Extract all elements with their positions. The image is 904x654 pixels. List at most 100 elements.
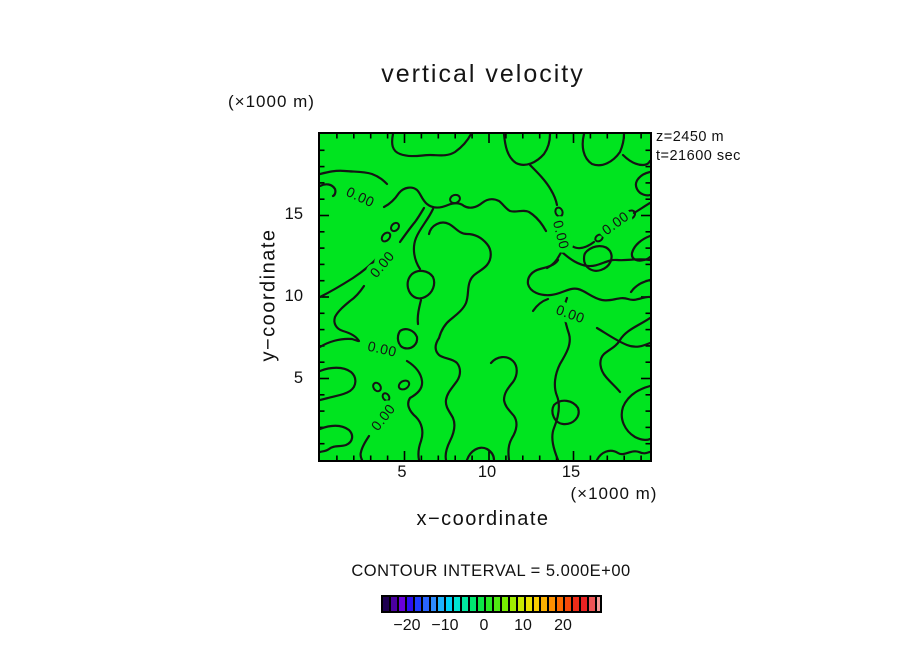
- x-axis-unit-label: (×1000 m): [570, 484, 658, 503]
- contour-line: [320, 424, 354, 454]
- x-tick-label-15: 15: [561, 463, 581, 481]
- colorbar-cell: [485, 597, 492, 611]
- contour-line: [595, 326, 650, 348]
- colorbar-cell: [462, 597, 469, 611]
- colorbar-cell: [438, 597, 445, 611]
- colorbar-cell: [596, 597, 601, 611]
- contour-closed-loop: [397, 379, 411, 391]
- y-tick-label-5: 5: [293, 369, 303, 387]
- contour-line: [320, 255, 380, 299]
- colorbar-cell: [525, 597, 532, 611]
- contour-line: [412, 207, 435, 271]
- y-axis-unit-label: (×1000 m): [228, 92, 315, 111]
- y-tick-label-10: 10: [284, 287, 303, 305]
- colorbar-cell: [573, 597, 580, 611]
- colorbar-cell: [446, 597, 453, 611]
- colorbar-cell: [493, 597, 500, 611]
- contour-line: [599, 316, 650, 394]
- level-annotations: z=2450 m t=21600 sec: [656, 128, 741, 166]
- colorbar-tick-label: −20: [393, 617, 421, 634]
- y-tick-label-15: 15: [284, 205, 303, 223]
- contour-line: [629, 278, 650, 294]
- contour-plot-area: 0.00 0.00 0.00 0.00 0.00 0.00 0.00: [318, 132, 652, 462]
- contour-line: [551, 296, 571, 460]
- colorbar-cell: [470, 597, 477, 611]
- colorbar-cell: [533, 597, 540, 611]
- contour-line: [406, 269, 436, 300]
- contour-line: [359, 434, 371, 460]
- contour-line: [333, 284, 366, 343]
- contour-interval-note: CONTOUR INTERVAL = 5.000E+00: [351, 562, 631, 580]
- chart-title: vertical velocity: [381, 60, 585, 88]
- contour-line: [561, 251, 650, 268]
- contour-closed-loop: [390, 221, 400, 233]
- contour-closed-loop: [623, 209, 637, 221]
- colorbar-cell: [430, 597, 437, 611]
- colorbar-cell: [414, 597, 421, 611]
- contour-line: [382, 186, 548, 233]
- contour-line: [581, 134, 626, 167]
- colorbar-cell: [541, 597, 548, 611]
- colorbar-cell: [588, 597, 595, 611]
- colorbar-cell: [565, 597, 572, 611]
- contour-line: [320, 169, 389, 186]
- colorbar-cell: [557, 597, 564, 611]
- contour-line: [320, 366, 357, 402]
- contour-closed-loop: [381, 392, 391, 402]
- colorbar-cell: [398, 597, 405, 611]
- contour-closed-loop: [372, 381, 382, 393]
- contour-closed-loop: [602, 225, 614, 235]
- colorbar-cell: [478, 597, 484, 611]
- contour-closed-loop: [449, 193, 461, 205]
- contour-line: [398, 206, 426, 244]
- contour-line: [551, 399, 580, 426]
- y-axis-title: y−coordinate: [257, 228, 280, 362]
- colorbar-cell: [509, 597, 516, 611]
- x-axis-title: x−coordinate: [416, 508, 550, 530]
- colorbar-cell: [454, 597, 461, 611]
- colorbar-cell: [549, 597, 556, 611]
- x-tick-label-10: 10: [477, 463, 497, 481]
- contour-closed-loop: [554, 206, 564, 218]
- contour-line: [396, 328, 419, 350]
- contour-closed-loop: [594, 233, 604, 243]
- contour-line: [427, 221, 492, 340]
- contour-line: [465, 446, 496, 460]
- contour-line: [545, 240, 596, 270]
- colorbar-cell: [383, 597, 389, 611]
- contour-line: [416, 298, 423, 326]
- contour-line: [528, 163, 559, 207]
- x-tick-label-5: 5: [397, 463, 407, 481]
- colorbar-tick-label: 0: [479, 617, 489, 634]
- colorbar: [381, 595, 602, 613]
- contour-closed-loop: [380, 231, 392, 243]
- contour-line: [595, 449, 650, 460]
- contour-line: [630, 234, 650, 262]
- contour-line: [434, 336, 462, 460]
- contour-line: [621, 153, 650, 167]
- colorbar-tick-label: 20: [554, 617, 572, 634]
- colorbar-cell: [581, 597, 587, 611]
- colorbar-cell: [517, 597, 524, 611]
- contour-line: [620, 384, 650, 441]
- contour-line: [320, 183, 337, 198]
- contour-line: [531, 297, 550, 313]
- time-annotation: t=21600 sec: [656, 148, 741, 164]
- colorbar-tick-label: −10: [431, 617, 459, 634]
- colorbar-cell: [390, 597, 397, 611]
- colorbar-cell: [501, 597, 508, 611]
- contour-line: [634, 170, 650, 197]
- contour-line: [502, 134, 552, 166]
- contour-plot-canvas: 0.000.00 0.000.000.000.000.00: [320, 134, 650, 460]
- contour-line: [526, 258, 650, 302]
- contour-line: [391, 134, 473, 158]
- contour-line: [320, 337, 360, 349]
- contour-line: [582, 245, 613, 272]
- contour-line: [489, 356, 518, 460]
- plot-background: [320, 134, 650, 460]
- colorbar-cell: [406, 597, 413, 611]
- z-level-annotation: z=2450 m: [656, 129, 725, 145]
- contour-line: [405, 359, 424, 460]
- colorbar-tick-label: 10: [514, 617, 532, 634]
